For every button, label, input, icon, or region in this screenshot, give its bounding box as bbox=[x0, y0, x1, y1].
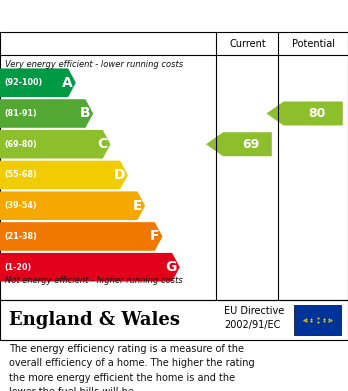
Polygon shape bbox=[267, 102, 343, 126]
Text: B: B bbox=[80, 106, 90, 120]
Text: Not energy efficient - higher running costs: Not energy efficient - higher running co… bbox=[5, 276, 183, 285]
Text: England & Wales: England & Wales bbox=[9, 311, 180, 329]
Text: Energy Efficiency Rating: Energy Efficiency Rating bbox=[9, 9, 219, 23]
Text: E: E bbox=[133, 199, 142, 213]
Text: Potential: Potential bbox=[292, 39, 335, 48]
Polygon shape bbox=[0, 192, 145, 220]
Text: (81-91): (81-91) bbox=[4, 109, 37, 118]
Text: Current: Current bbox=[229, 39, 266, 48]
Text: A: A bbox=[62, 76, 73, 90]
Text: (21-38): (21-38) bbox=[4, 232, 37, 241]
Text: (55-68): (55-68) bbox=[4, 170, 37, 179]
Polygon shape bbox=[0, 130, 110, 158]
Polygon shape bbox=[0, 99, 93, 128]
Polygon shape bbox=[0, 68, 76, 97]
Text: 69: 69 bbox=[242, 138, 260, 151]
Text: C: C bbox=[97, 137, 108, 151]
Text: 80: 80 bbox=[308, 107, 325, 120]
Text: (1-20): (1-20) bbox=[4, 263, 31, 272]
Text: (92-100): (92-100) bbox=[4, 78, 42, 87]
Text: EU Directive
2002/91/EC: EU Directive 2002/91/EC bbox=[224, 307, 285, 330]
Text: G: G bbox=[166, 260, 177, 274]
Text: D: D bbox=[113, 168, 125, 182]
Text: (69-80): (69-80) bbox=[4, 140, 37, 149]
Polygon shape bbox=[206, 132, 272, 156]
Text: Very energy efficient - lower running costs: Very energy efficient - lower running co… bbox=[5, 60, 183, 69]
Polygon shape bbox=[0, 222, 163, 251]
Text: The energy efficiency rating is a measure of the
overall efficiency of a home. T: The energy efficiency rating is a measur… bbox=[9, 344, 254, 391]
Polygon shape bbox=[0, 253, 180, 282]
Bar bbox=[294, 305, 341, 335]
Text: F: F bbox=[150, 230, 160, 244]
Text: (39-54): (39-54) bbox=[4, 201, 37, 210]
Polygon shape bbox=[0, 161, 128, 189]
